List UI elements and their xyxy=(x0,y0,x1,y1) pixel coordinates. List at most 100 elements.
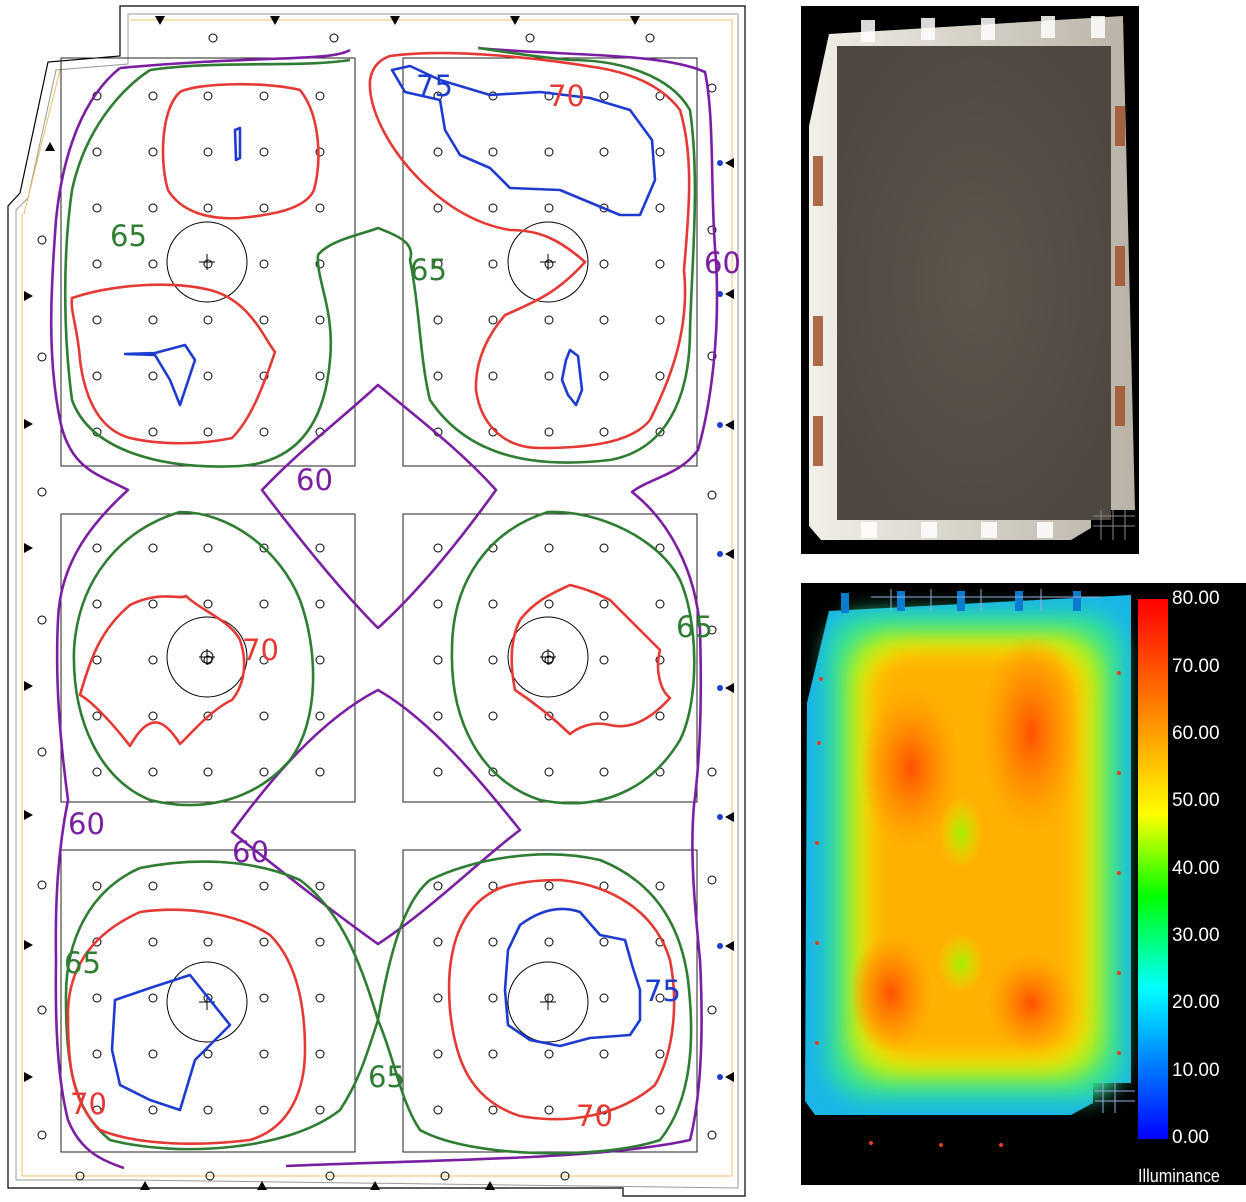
calc-point xyxy=(315,767,325,777)
calc-point xyxy=(315,203,325,213)
calc-point xyxy=(525,33,535,43)
calc-point xyxy=(92,371,102,381)
wall-fixture-icon xyxy=(24,543,33,553)
iso-contour-60 xyxy=(230,688,522,946)
wall-fixture-marker xyxy=(717,551,723,557)
calc-point xyxy=(37,615,47,625)
iso-contour-70 xyxy=(66,908,307,1145)
wall-fixture-icon xyxy=(24,681,33,691)
calc-point xyxy=(148,203,158,213)
calc-point xyxy=(148,315,158,325)
iso-contour-70 xyxy=(70,283,277,445)
iso-contour-70 xyxy=(447,878,676,1121)
calc-point xyxy=(488,147,498,157)
calc-point xyxy=(599,655,609,665)
calc-point xyxy=(37,1130,47,1140)
calc-point xyxy=(148,371,158,381)
wall-fixture-marker xyxy=(717,1074,723,1080)
calc-point xyxy=(655,711,665,721)
calc-point xyxy=(707,225,717,235)
calc-point xyxy=(259,203,269,213)
calc-point xyxy=(655,259,665,269)
wall-fixture-marker xyxy=(717,291,723,297)
wall-fixture-icon xyxy=(725,289,734,299)
wall-fixture-icon xyxy=(24,1072,33,1082)
calc-point xyxy=(655,993,665,1003)
calc-point xyxy=(433,1049,443,1059)
calc-point xyxy=(92,315,102,325)
calc-point xyxy=(203,203,213,213)
calc-point xyxy=(488,711,498,721)
wall-fixture-icon xyxy=(630,16,640,25)
calc-point xyxy=(148,655,158,665)
calc-point xyxy=(315,1049,325,1059)
calc-point xyxy=(488,1105,498,1115)
calc-point xyxy=(37,747,47,757)
calc-point xyxy=(325,1171,335,1181)
calc-point xyxy=(655,599,665,609)
calc-point xyxy=(148,767,158,777)
calc-point xyxy=(433,371,443,381)
calc-point xyxy=(92,1105,102,1115)
wall-fixture-marker xyxy=(717,814,723,820)
calc-point xyxy=(259,993,269,1003)
wall-fixture-icon xyxy=(24,940,33,950)
calc-point xyxy=(315,91,325,101)
legend-label: 60.00 xyxy=(1172,723,1220,744)
legend-label: 50.00 xyxy=(1172,790,1220,811)
calc-point xyxy=(92,881,102,891)
wall-fixture-icon xyxy=(725,1072,734,1082)
calc-point xyxy=(37,487,47,497)
calc-point xyxy=(544,315,554,325)
calc-point xyxy=(259,1105,269,1115)
iso-contour-60 xyxy=(285,46,719,1168)
calc-point xyxy=(329,33,339,43)
calc-point xyxy=(315,371,325,381)
calc-point xyxy=(37,352,47,362)
iso-label-60: 60 xyxy=(68,807,105,841)
calc-point xyxy=(92,711,102,721)
calc-point xyxy=(433,1105,443,1115)
calc-point xyxy=(92,543,102,553)
calc-point xyxy=(544,655,554,665)
calc-point xyxy=(599,711,609,721)
wall-fixture-icon xyxy=(24,419,33,429)
calc-point xyxy=(488,259,498,269)
calc-point xyxy=(259,937,269,947)
wall-fixture-icon xyxy=(140,1181,150,1190)
wall-fixture-icon xyxy=(270,16,280,25)
calc-point xyxy=(645,33,655,43)
iso-label-75: 75 xyxy=(644,974,681,1008)
iso-label-65: 65 xyxy=(110,219,147,253)
wall-fixture-icon xyxy=(725,549,734,559)
calc-point xyxy=(148,711,158,721)
calc-point xyxy=(148,993,158,1003)
iso-contour-75 xyxy=(560,348,584,407)
calc-point xyxy=(259,543,269,553)
calc-point xyxy=(655,1049,665,1059)
calc-point xyxy=(92,259,102,269)
calc-point xyxy=(259,711,269,721)
calc-point xyxy=(259,767,269,777)
calc-point xyxy=(488,767,498,777)
calc-point xyxy=(488,371,498,381)
calc-point xyxy=(315,1105,325,1115)
calc-point xyxy=(440,1171,450,1181)
calc-point xyxy=(707,1005,717,1015)
calc-point xyxy=(148,599,158,609)
calc-point xyxy=(599,147,609,157)
calc-point xyxy=(92,599,102,609)
legend-title: Illuminance xyxy=(1138,1166,1220,1186)
calc-point xyxy=(655,147,665,157)
wall-fixture-icon xyxy=(257,1181,267,1190)
calculation-points xyxy=(37,33,717,1181)
calc-point xyxy=(148,1105,158,1115)
calc-point xyxy=(433,993,443,1003)
iso-label-70: 70 xyxy=(576,1099,613,1133)
calc-point xyxy=(315,599,325,609)
calc-point xyxy=(599,91,609,101)
calc-point xyxy=(655,203,665,213)
calc-point xyxy=(433,937,443,947)
iso-contour-70 xyxy=(510,583,672,736)
pendant-fixtures xyxy=(166,221,589,1043)
